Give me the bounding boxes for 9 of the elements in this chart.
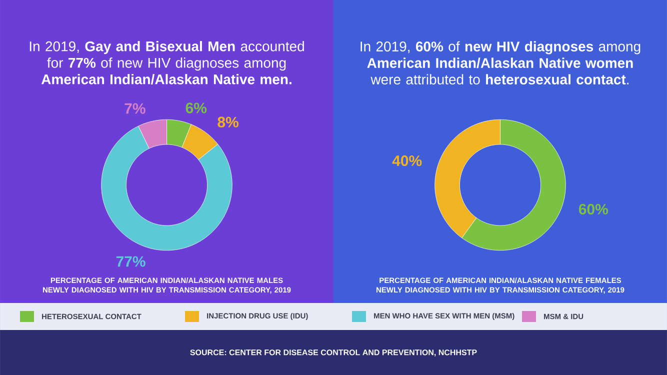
data-label: 40% <box>392 155 422 166</box>
data-label: 8% <box>218 116 238 128</box>
data-label: 6% <box>186 102 207 114</box>
chart-title: In 2019, Gay and Bisexual Men accounted for 77% of new HIV diagnoses among American Indian/Alaskan Native men. <box>30 41 304 84</box>
data-label: 7% <box>124 103 146 114</box>
data-label: 60% <box>578 204 608 215</box>
data-label: 77% <box>116 256 146 267</box>
source-note: SOURCE: CENTER FOR DISEASE CONTROL AND PREVENTION, NCHHSTP <box>190 350 477 356</box>
chart-title: In 2019, 60% of new HIV diagnoses among American Indian/Alaskan Native women were attributed to heterosexual contact. <box>360 41 640 84</box>
